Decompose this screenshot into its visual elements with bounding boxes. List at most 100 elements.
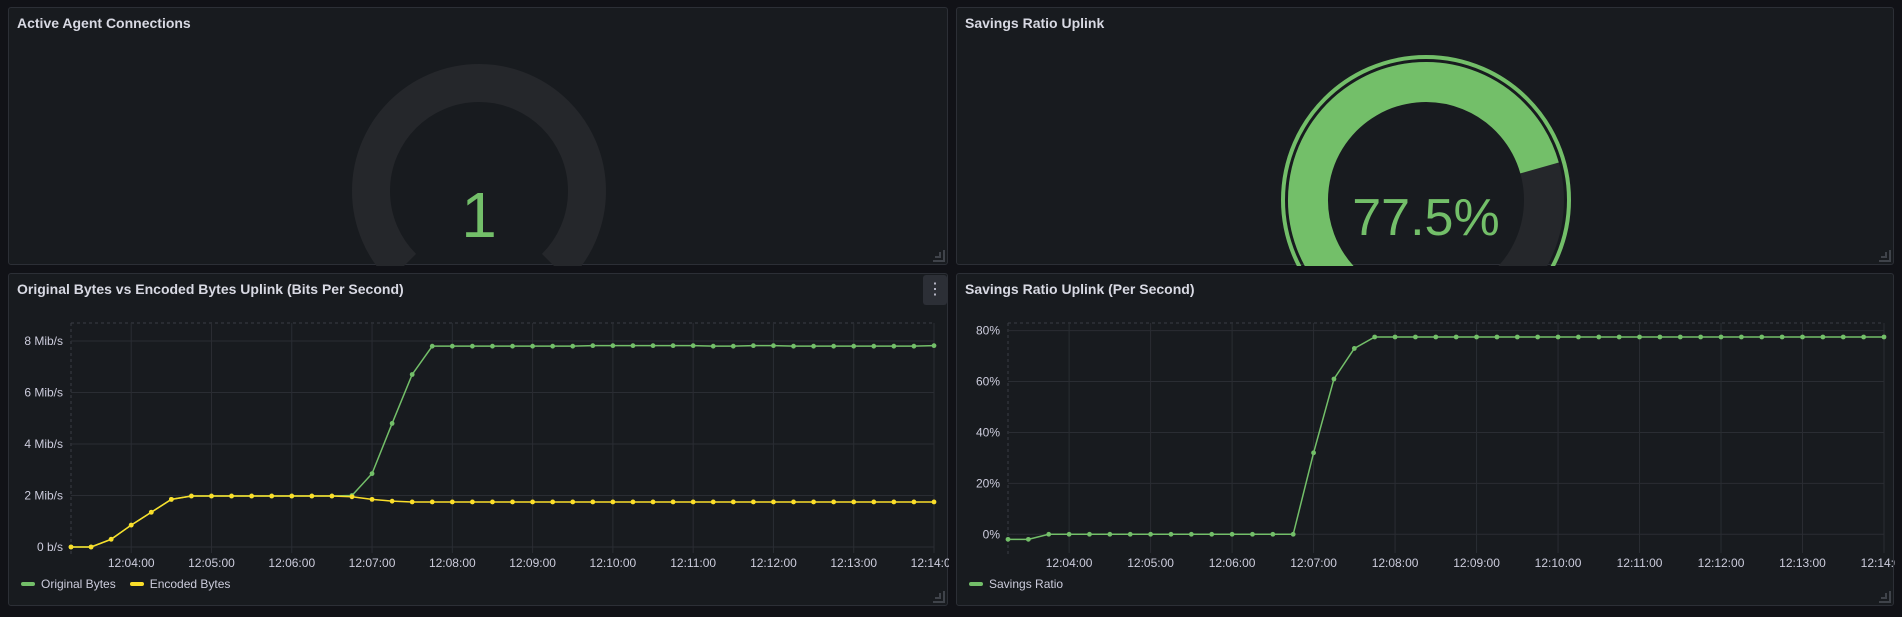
x-tick-label: 12:11:00 bbox=[1617, 556, 1663, 570]
data-point bbox=[429, 343, 435, 349]
data-point bbox=[429, 499, 435, 505]
data-point bbox=[1494, 334, 1500, 340]
data-point bbox=[650, 499, 656, 505]
data-point bbox=[550, 499, 556, 505]
data-point bbox=[1046, 531, 1052, 537]
data-point bbox=[610, 499, 616, 505]
x-tick-label: 12:04:00 bbox=[1046, 556, 1093, 570]
data-point bbox=[1372, 334, 1378, 340]
x-tick-label: 12:09:00 bbox=[509, 556, 556, 570]
data-point bbox=[1820, 334, 1826, 340]
data-point bbox=[409, 372, 415, 377]
data-point bbox=[670, 343, 676, 349]
data-point bbox=[851, 499, 857, 505]
data-point bbox=[1413, 334, 1418, 340]
y-tick-label: 8 Mib/s bbox=[24, 334, 63, 348]
x-tick-label: 12:12:00 bbox=[750, 556, 797, 570]
data-point bbox=[490, 499, 495, 505]
data-point bbox=[630, 343, 636, 349]
data-point bbox=[369, 496, 375, 502]
data-point bbox=[1616, 334, 1622, 340]
y-tick-label: 6 Mib/s bbox=[24, 386, 63, 400]
data-point bbox=[1779, 334, 1785, 340]
data-point bbox=[1392, 334, 1398, 340]
data-point bbox=[570, 343, 576, 349]
resize-handle[interactable] bbox=[1879, 250, 1891, 262]
x-tick-label: 12:07:00 bbox=[349, 556, 396, 570]
x-tick-label: 12:13:00 bbox=[830, 556, 877, 570]
data-point bbox=[590, 499, 596, 505]
data-point bbox=[670, 499, 676, 505]
data-point bbox=[1576, 334, 1581, 340]
data-point bbox=[389, 421, 395, 426]
data-point bbox=[1311, 450, 1316, 456]
data-point bbox=[1677, 334, 1683, 340]
data-point bbox=[128, 522, 134, 528]
legend-item[interactable]: Original Bytes bbox=[21, 577, 116, 591]
data-point bbox=[389, 498, 395, 504]
resize-handle[interactable] bbox=[933, 250, 945, 262]
x-tick-label: 12:11:00 bbox=[670, 556, 716, 570]
panel-title: Savings Ratio Uplink (Per Second) bbox=[965, 281, 1195, 297]
y-tick-label: 40% bbox=[976, 425, 1000, 439]
data-point bbox=[911, 343, 917, 349]
data-point bbox=[710, 499, 716, 505]
x-tick-label: 12:05:00 bbox=[188, 556, 235, 570]
data-point bbox=[1066, 531, 1072, 537]
data-point bbox=[1596, 334, 1602, 340]
gauge-value: 1 bbox=[461, 179, 497, 251]
data-point bbox=[811, 499, 816, 505]
data-point bbox=[289, 493, 295, 499]
data-point bbox=[469, 499, 475, 505]
data-point bbox=[1005, 536, 1011, 542]
data-point bbox=[88, 544, 94, 550]
data-point bbox=[1555, 334, 1561, 340]
data-point bbox=[1087, 531, 1092, 537]
data-point bbox=[931, 499, 937, 505]
legend-swatch bbox=[21, 582, 35, 586]
data-point bbox=[1881, 334, 1887, 340]
data-point bbox=[650, 343, 656, 349]
data-point bbox=[269, 493, 275, 499]
data-point bbox=[771, 499, 776, 505]
data-point bbox=[309, 493, 315, 499]
panel-savings-ratio-chart: Savings Ratio Uplink (Per Second) 0% 20% 4… bbox=[956, 273, 1895, 606]
data-point bbox=[469, 343, 475, 349]
data-point bbox=[610, 343, 616, 349]
y-tick-label: 0% bbox=[983, 527, 1001, 541]
data-point bbox=[750, 343, 756, 349]
panel-active-agent-connections: Active Agent Connections 1 bbox=[8, 7, 948, 266]
data-point bbox=[1800, 334, 1805, 340]
data-point bbox=[1637, 334, 1642, 340]
resize-handle[interactable] bbox=[1879, 591, 1891, 603]
chart-legend: Original Bytes Encoded Bytes bbox=[21, 577, 230, 591]
data-point bbox=[369, 471, 375, 477]
resize-handle[interactable] bbox=[933, 591, 945, 603]
x-tick-label: 12:05:00 bbox=[1127, 556, 1174, 570]
y-tick-label: 2 Mib/s bbox=[24, 489, 63, 503]
data-point bbox=[831, 499, 837, 505]
data-point bbox=[329, 493, 335, 499]
data-point bbox=[730, 499, 736, 505]
data-point bbox=[349, 494, 355, 500]
gauge-threshold-ring bbox=[1281, 55, 1571, 266]
legend-item[interactable]: Savings Ratio bbox=[969, 577, 1063, 591]
legend-item[interactable]: Encoded Bytes bbox=[129, 577, 230, 591]
data-point bbox=[851, 343, 857, 349]
data-point bbox=[510, 343, 515, 349]
x-tick-label: 12:07:00 bbox=[1290, 556, 1337, 570]
data-point bbox=[630, 499, 636, 505]
x-tick-label: 12:08:00 bbox=[429, 556, 476, 570]
legend-label: Savings Ratio bbox=[989, 577, 1064, 591]
savings-line-chart: 0% 20% 40% 60% 80% 12:04:00 12:05:00 12:06:00 12… bbox=[976, 322, 1895, 570]
data-point bbox=[249, 493, 255, 499]
data-point bbox=[1738, 334, 1744, 340]
data-point bbox=[1718, 334, 1724, 340]
x-tick-label: 12:04:00 bbox=[108, 556, 155, 570]
more-vertical-icon[interactable]: ⋮ bbox=[923, 275, 947, 305]
series-line bbox=[71, 344, 935, 548]
data-point bbox=[229, 493, 234, 499]
data-point bbox=[891, 499, 897, 505]
x-tick-label: 12:10:00 bbox=[1535, 556, 1582, 570]
data-point bbox=[1209, 531, 1215, 537]
